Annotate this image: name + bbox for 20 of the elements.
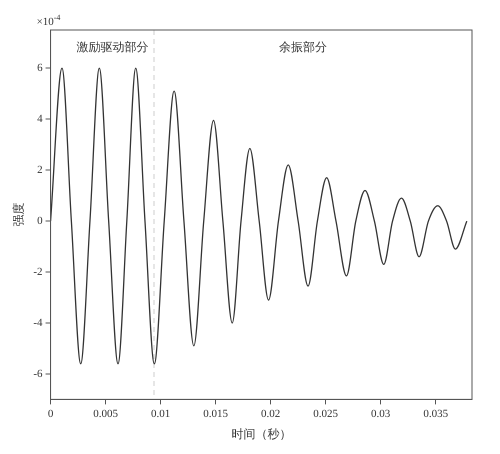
y-tick-label: -4 [33, 316, 44, 329]
x-tick-label: 0.03 [371, 408, 391, 420]
line-series [50, 68, 468, 364]
annotation: 余振部分 [279, 40, 327, 54]
y-tick-label: 2 [37, 164, 43, 176]
x-tick-label: 0.02 [261, 408, 280, 420]
y-tick-label: -6 [33, 368, 44, 380]
x-tick-label: 0.035 [423, 408, 449, 420]
x-tick-label: 0 [48, 408, 54, 420]
x-tick-label: 0.015 [203, 408, 228, 420]
x-tick-label: 0.005 [93, 408, 118, 420]
y-tick-label: 6 [37, 62, 44, 74]
y-tick-label: -2 [33, 266, 43, 278]
y-tick-label: 4 [37, 113, 44, 126]
y-axis-title: 强度 [11, 202, 26, 227]
annotation: 激励驱动部分 [76, 40, 148, 54]
x-axis-title: 时间（秒） [231, 426, 292, 441]
x-tick-label: 0.01 [150, 408, 170, 420]
y-tick-label: 0 [37, 214, 44, 227]
x-tick-label: 0.025 [313, 408, 339, 420]
